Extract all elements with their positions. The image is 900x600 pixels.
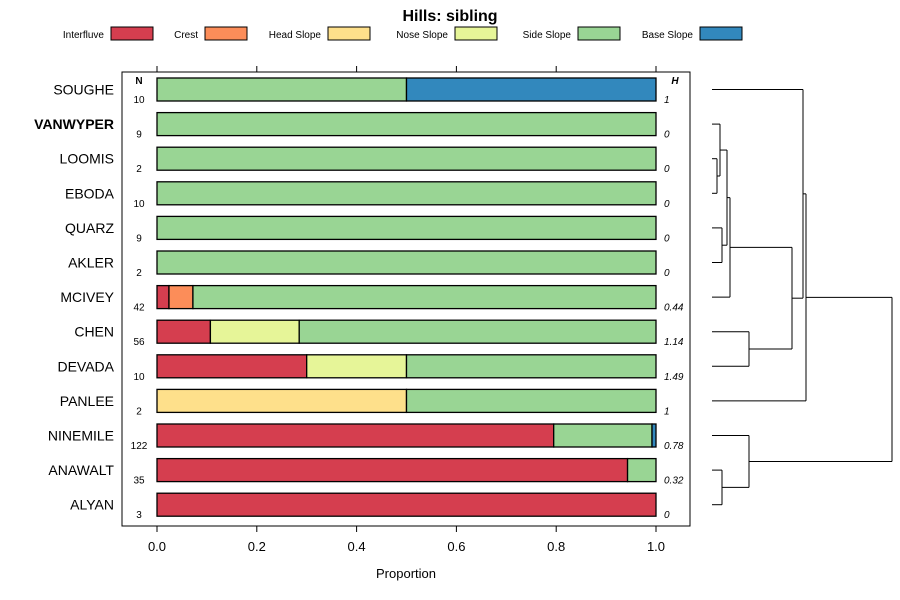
h-value: 0.44 xyxy=(664,303,684,314)
category-label: QUARZ xyxy=(65,220,114,236)
n-value: 2 xyxy=(136,268,142,279)
h-header: H xyxy=(671,76,679,87)
bar-segment xyxy=(168,284,194,310)
bar-segment xyxy=(209,319,300,344)
bar-segment xyxy=(156,250,657,275)
category-label: ALYAN xyxy=(70,497,114,513)
bar-segment xyxy=(306,354,408,379)
bar-segment xyxy=(156,181,657,206)
x-tick-label: 0.0 xyxy=(148,539,166,554)
top-axis xyxy=(156,66,657,72)
n-value: 122 xyxy=(131,441,148,452)
h-value: 1.14 xyxy=(664,337,684,348)
h-value: 0.78 xyxy=(664,441,684,452)
bar-segment xyxy=(298,319,657,344)
h-value: 1.49 xyxy=(664,372,684,383)
bar-segment xyxy=(156,423,555,448)
x-tick-label: 0.8 xyxy=(547,539,565,554)
legend-swatch xyxy=(699,26,743,41)
bar-segment xyxy=(626,457,657,483)
n-value: 2 xyxy=(136,406,142,417)
bar-segment xyxy=(553,423,653,448)
category-label: AKLER xyxy=(68,255,114,271)
h-value: 0 xyxy=(664,233,670,244)
bar-segment xyxy=(156,492,657,517)
category-label: MCIVEY xyxy=(60,289,114,305)
n-value: 10 xyxy=(133,95,145,106)
legend-label: Head Slope xyxy=(269,30,322,41)
legend-label: Interfluve xyxy=(63,30,105,41)
legend-label: Side Slope xyxy=(523,30,572,41)
n-header: N xyxy=(135,76,142,87)
category-label: ANAWALT xyxy=(48,462,114,478)
legend-swatch xyxy=(327,26,371,41)
bar-segment xyxy=(156,284,170,310)
n-value: 9 xyxy=(136,233,142,244)
n-value: 10 xyxy=(133,199,145,210)
category-label: CHEN xyxy=(74,324,114,340)
bar-segment xyxy=(192,284,657,310)
legend-swatch xyxy=(204,26,248,41)
h-value: 0 xyxy=(664,164,670,175)
bar-segment xyxy=(156,354,308,379)
h-value: 0 xyxy=(664,268,670,279)
category-label: SOUGHE xyxy=(53,82,114,98)
n-value: 42 xyxy=(133,303,145,314)
bar-segment xyxy=(156,457,629,483)
bar-segment xyxy=(405,388,657,414)
x-tick-label: 0.6 xyxy=(447,539,465,554)
plot-frame xyxy=(121,71,691,527)
h-value: 0 xyxy=(664,510,670,521)
legend: Interfluve Crest Head Slope Nose Slope Side … xyxy=(63,26,743,41)
dendrogram xyxy=(712,89,893,506)
h-value: 1 xyxy=(664,95,670,106)
n-value: 2 xyxy=(136,164,142,175)
x-axis: 0.0 0.2 0.4 0.6 0.8 1.0 xyxy=(148,526,665,554)
legend-label: Nose Slope xyxy=(396,30,448,41)
h-value: 0 xyxy=(664,199,670,210)
legend-swatch xyxy=(577,26,621,41)
category-label: VANWYPER xyxy=(34,116,114,132)
legend-label: Crest xyxy=(174,30,198,41)
bar-segment xyxy=(405,354,657,379)
x-tick-label: 0.4 xyxy=(348,539,366,554)
category-label: LOOMIS xyxy=(60,151,114,167)
h-value: 0 xyxy=(664,130,670,141)
x-tick-label: 0.2 xyxy=(248,539,266,554)
bar-segment xyxy=(156,111,657,137)
category-label: NINEMILE xyxy=(48,428,114,444)
x-axis-title: Proportion xyxy=(376,566,436,581)
legend-swatch xyxy=(454,26,498,41)
h-value: 1 xyxy=(664,406,670,417)
bar-segment xyxy=(156,146,657,171)
chart-title: Hills: sibling xyxy=(402,8,497,25)
n-value: 35 xyxy=(133,476,145,487)
h-value: 0.32 xyxy=(664,476,684,487)
bar-segment xyxy=(651,423,657,448)
bar-segment xyxy=(156,319,212,344)
category-label: PANLEE xyxy=(60,393,114,409)
category-label: DEVADA xyxy=(57,358,114,374)
bar-segment xyxy=(405,77,657,102)
n-value: 56 xyxy=(133,337,145,348)
bar-segment xyxy=(156,388,408,414)
bar-segment xyxy=(156,215,657,241)
n-value: 10 xyxy=(133,372,145,383)
legend-swatch xyxy=(110,26,154,41)
n-value: 9 xyxy=(136,130,142,141)
x-tick-label: 1.0 xyxy=(647,539,665,554)
bar-segment xyxy=(156,77,408,102)
n-value: 3 xyxy=(136,510,142,521)
category-label: EBODA xyxy=(65,185,115,201)
legend-label: Base Slope xyxy=(642,30,694,41)
